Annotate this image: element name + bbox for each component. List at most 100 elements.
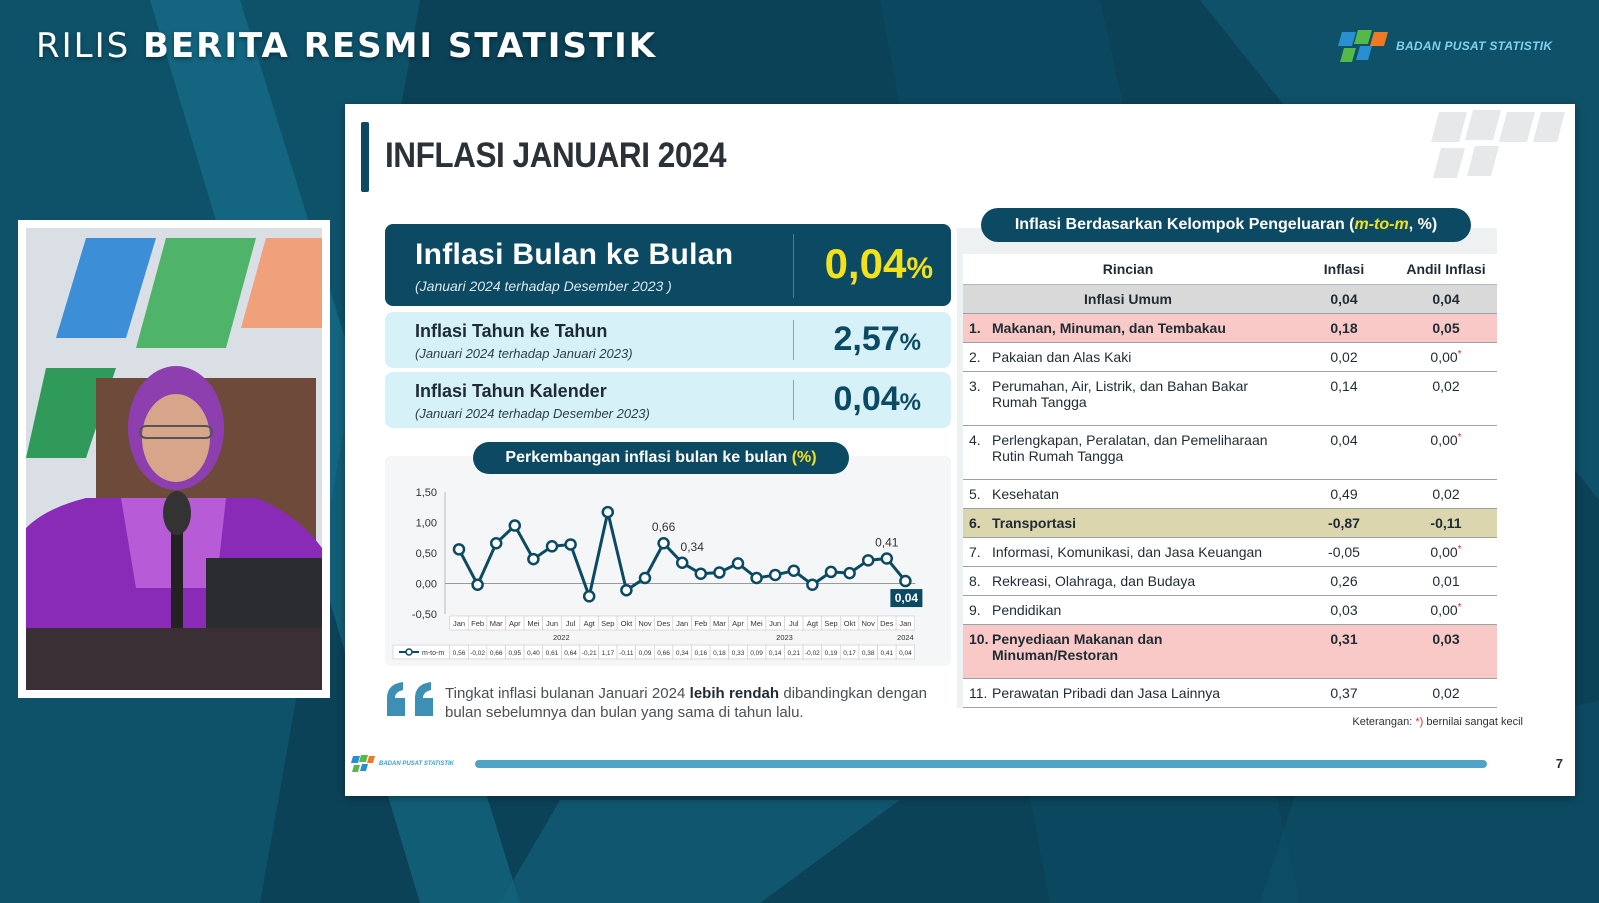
last-value-box [890, 589, 923, 608]
x-tick-label: Jan [899, 619, 911, 628]
y-tick-label: 0,00 [416, 579, 437, 591]
kpi-divider [793, 380, 794, 420]
x-tick-label: Mar [490, 619, 503, 628]
value-label: -0,02 [805, 650, 820, 657]
row-andil: 0,02 [1395, 678, 1497, 708]
data-point [489, 536, 503, 550]
kpi-ytd-label: Inflasi Tahun Kalender [415, 381, 607, 401]
row-inflasi: 0,18 [1293, 313, 1395, 343]
row-inflasi: 0,49 [1293, 479, 1395, 509]
value-label: -0,11 [619, 650, 634, 657]
row-number: 7. [963, 537, 991, 567]
row-name: Kesehatan [991, 479, 1293, 509]
x-tick-label: Jan [676, 619, 688, 628]
data-point [768, 568, 782, 582]
row-name: Penyediaan Makanan dan Minuman/Restoran [991, 624, 1293, 679]
col-header-rincian: Rincian [963, 254, 1293, 285]
row-andil: 0,01 [1395, 566, 1497, 596]
table-row: 8. Rekreasi, Olahraga, dan Budaya 0,26 0,01 [963, 566, 1497, 596]
x-tick-label: Okt [844, 619, 857, 628]
row-andil: 0,04 [1395, 284, 1497, 314]
year-label: 2024 [897, 633, 914, 642]
footer-progress-bar [475, 760, 1487, 768]
row-inflasi: 0,31 [1293, 624, 1395, 679]
data-point [787, 564, 801, 577]
data-point [731, 557, 745, 570]
row-inflasi: -0,87 [1293, 508, 1395, 538]
data-point [675, 556, 689, 570]
value-label: -0,21 [582, 650, 597, 657]
data-point [601, 505, 615, 519]
data-point [452, 543, 466, 556]
x-tick-label: Okt [621, 619, 634, 628]
x-tick-label: Feb [471, 619, 484, 628]
year-label: 2023 [776, 633, 793, 642]
mtm-inflation-chart: 1,50 1,00 0,50 0,00 -0,50 0,66 0,34 0,41 0,04 Jan… [392, 487, 923, 660]
y-tick-label: 1,50 [416, 487, 437, 499]
x-tick-label: Apr [732, 619, 744, 628]
kpi-mtm-value: 0,04% [824, 240, 933, 287]
small-value-star: * [1457, 602, 1462, 613]
row-number: 10. [963, 624, 991, 679]
title-accent-bar [361, 122, 369, 192]
data-point [843, 566, 856, 580]
data-point [694, 567, 708, 580]
row-number: 4. [963, 425, 991, 480]
kpi-ytd-sub: (Januari 2024 terhadap Desember 2023) [415, 406, 650, 421]
row-andil: 0,02 [1395, 479, 1497, 509]
small-value-star: * [1457, 544, 1462, 555]
x-tick-label: Feb [694, 619, 707, 628]
col-header-inflasi: Inflasi [1293, 254, 1395, 285]
row-andil: 0,05 [1395, 313, 1497, 343]
table-row: 11. Perawatan Pribadi dan Jasa Lainnya 0,3… [963, 678, 1497, 708]
table-row: 10. Penyediaan Makanan dan Minuman/Restor… [963, 624, 1497, 679]
x-tick-label: Mei [527, 619, 539, 628]
bps-watermark-icon [1431, 110, 1565, 178]
small-value-star: * [1457, 432, 1462, 443]
kpi-yoy-value: 2,57% [833, 320, 921, 358]
data-point [899, 574, 912, 588]
table-row: 4. Perlengkapan, Peralatan, dan Pemelihar… [963, 425, 1497, 480]
row-inflasi: 0,03 [1293, 595, 1395, 625]
row-number: 6. [963, 508, 991, 538]
row-number: 11. [963, 678, 991, 708]
kpi-divider [793, 320, 794, 360]
row-inflasi: 0,04 [1293, 425, 1395, 480]
x-tick-label: Nov [638, 619, 652, 628]
y-tick-label: 1,00 [416, 518, 437, 530]
small-value-star: * [1457, 349, 1462, 360]
data-point [880, 552, 894, 565]
table-row: 2. Pakaian dan Alas Kaki 0,02 0,00* [963, 342, 1497, 372]
quote-text: Tingkat inflasi bulanan Januari 2024 leb… [445, 685, 927, 721]
kpi-divider [793, 234, 794, 298]
x-tick-label: Sep [601, 619, 614, 628]
x-tick-label: Agt [584, 619, 596, 628]
row-andil: 0,03 [1395, 624, 1497, 679]
row-number: 8. [963, 566, 991, 596]
kpi-yoy-sub: (Januari 2024 terhadap Januari 2023) [415, 346, 633, 361]
x-tick-label: Jun [546, 619, 558, 628]
chart-panel [385, 456, 951, 666]
row-name: Pendidikan [991, 595, 1293, 625]
row-number: 2. [963, 342, 991, 372]
row-inflasi: -0,05 [1293, 537, 1395, 567]
data-point [564, 538, 577, 551]
data-point [824, 565, 838, 579]
row-inflasi: 0,14 [1293, 371, 1395, 426]
month-cell [895, 615, 916, 631]
x-tick-label: Agt [807, 619, 819, 628]
value-label: 0,19 [825, 650, 838, 657]
row-andil: 0,02 [1395, 371, 1497, 426]
year-label: 2022 [553, 633, 570, 642]
table-row: 3. Perumahan, Air, Listrik, dan Bahan Bak… [963, 371, 1497, 426]
value-label: 0,17 [843, 650, 856, 657]
data-point [713, 566, 726, 579]
data-point [657, 536, 670, 550]
data-point [620, 583, 633, 597]
kpi-month-to-month: Inflasi Bulan ke Bulan (Januari 2024 ter… [385, 224, 951, 306]
kpi-year-to-date: Inflasi Tahun Kalender (Januari 2024 ter… [385, 372, 951, 428]
bps-logo-icon [1338, 30, 1388, 62]
row-inflasi: 0,04 [1293, 284, 1395, 314]
value-label: 0,09 [639, 650, 652, 657]
x-tick-label: Des [880, 619, 894, 628]
